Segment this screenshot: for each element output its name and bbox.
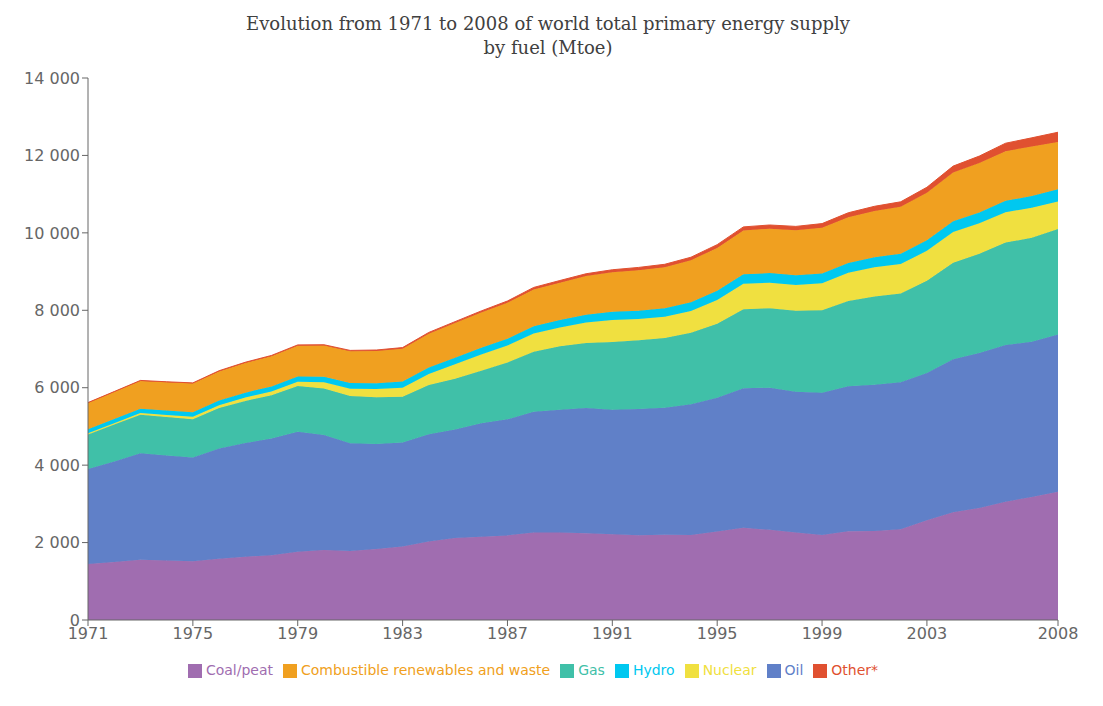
svg-text:12 000: 12 000 [24,146,80,165]
svg-text:1971: 1971 [67,624,109,644]
svg-text:2008: 2008 [1038,624,1079,643]
svg-text:14 000: 14 000 [24,69,80,88]
html-text:Coal/peat: Coal/peat [205,662,273,678]
html-text:Oil: Oil [784,662,804,678]
svg-text:2 000: 2 000 [34,533,80,552]
svg-text:4 000: 4 000 [34,456,80,475]
html-text:by fuel (Mtoe): by fuel (Mtoe) [483,37,613,58]
svg-text:0: 0 [70,611,80,630]
svg-text:2003: 2003 [907,624,948,643]
svg-text:1987: 1987 [487,624,528,643]
svg-text:1983: 1983 [382,624,423,643]
svg-text:1979: 1979 [277,624,318,643]
html-text:Hydro: Hydro [632,662,675,678]
svg-text:1995: 1995 [697,624,738,643]
svg-text:1999: 1999 [802,624,843,643]
svg-text:6 000: 6 000 [34,378,80,397]
svg-text:8 000: 8 000 [34,301,80,320]
html-text:Evolution from 1971 to 2008 of: Evolution from 1971 to 2008 of world tot… [246,13,850,34]
html-text:Other*: Other* [831,662,879,678]
svg-text:10 000: 10 000 [24,224,80,243]
html-text:Gas: Gas [578,662,605,678]
svg-text:1975: 1975 [173,624,214,643]
svg-text:1991: 1991 [592,624,633,643]
html-text:Combustible renewables and was: Combustible renewables and waste [301,662,551,678]
html-text:Nuclear: Nuclear [702,662,757,678]
